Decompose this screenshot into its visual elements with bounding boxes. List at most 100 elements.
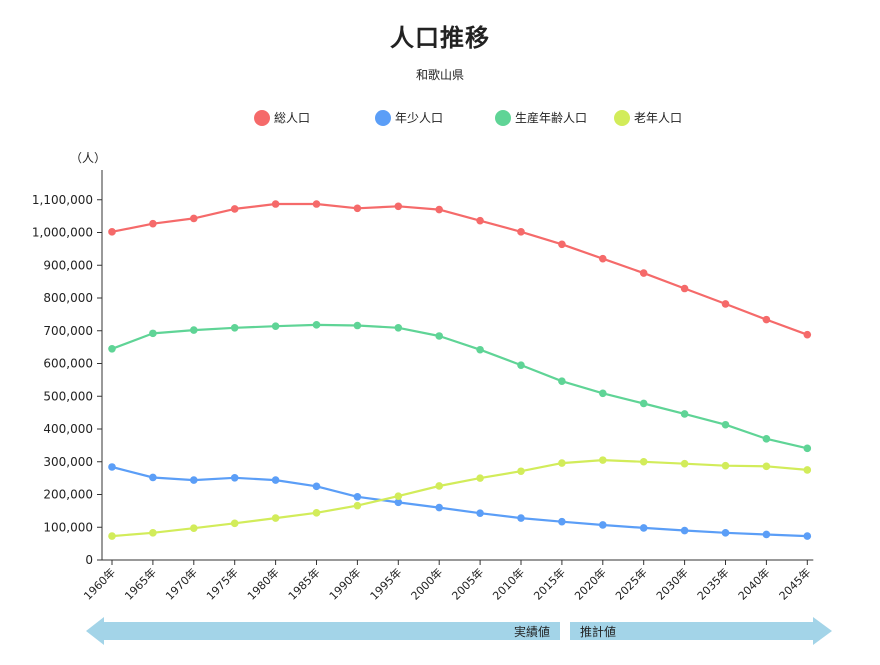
x-tick-label: 2000年 — [408, 565, 445, 602]
y-tick-label: 200,000 — [43, 488, 93, 502]
data-point — [394, 324, 403, 332]
actual-period-arrow — [86, 617, 560, 645]
legend-marker — [375, 110, 391, 126]
y-tick-label: 800,000 — [43, 291, 93, 305]
data-point — [680, 526, 689, 535]
data-point — [353, 204, 362, 213]
projected-period-label: 推計値 — [580, 624, 616, 639]
data-point — [517, 361, 525, 369]
data-point — [599, 389, 607, 398]
x-tick-label: 1975年 — [203, 565, 240, 602]
y-tick-label: 900,000 — [43, 258, 93, 272]
data-point — [680, 284, 689, 293]
data-point — [476, 509, 484, 517]
data-point — [680, 410, 689, 418]
y-tick-label: 100,000 — [43, 520, 93, 534]
data-point — [108, 463, 116, 471]
data-point — [517, 228, 525, 236]
data-point — [108, 228, 116, 236]
data-point — [721, 420, 730, 429]
data-point — [680, 459, 689, 468]
data-point — [230, 205, 239, 213]
data-point — [271, 200, 280, 208]
y-tick-label: 600,000 — [43, 357, 93, 371]
data-point — [721, 461, 730, 470]
data-point — [803, 330, 812, 339]
plot-area — [108, 200, 812, 540]
legend-label: 総人口 — [274, 111, 310, 125]
data-point — [312, 482, 321, 491]
x-tick-label: 1990年 — [326, 565, 363, 602]
data-point — [476, 216, 484, 225]
data-point — [803, 466, 812, 474]
legend-label: 年少人口 — [395, 111, 443, 125]
y-tick-label: 500,000 — [43, 389, 93, 403]
y-tick-label: 1,000,000 — [32, 226, 93, 240]
legend-label: 生産年齢人口 — [515, 110, 587, 125]
projected-period-arrow — [570, 617, 832, 645]
x-tick-label: 2030年 — [653, 565, 690, 602]
data-point — [312, 321, 321, 329]
data-point — [353, 492, 362, 501]
data-point — [149, 473, 157, 482]
legend-label: 老年人口 — [634, 111, 682, 125]
data-point — [394, 202, 403, 211]
data-point — [312, 509, 321, 517]
data-point — [312, 200, 321, 208]
data-point — [435, 205, 444, 214]
data-point — [476, 345, 484, 354]
x-tick-label: 1970年 — [162, 565, 199, 602]
x-tick-label: 2020年 — [571, 565, 608, 602]
data-point — [558, 377, 566, 385]
data-point — [639, 269, 648, 277]
legend-marker — [614, 110, 630, 126]
data-point — [639, 399, 648, 408]
data-point — [108, 532, 116, 540]
x-tick-label: 2010年 — [490, 565, 527, 602]
data-point — [149, 219, 157, 228]
chart-title: 人口推移 — [390, 24, 490, 52]
data-point — [762, 530, 771, 539]
data-point — [271, 476, 280, 484]
x-tick-label: 1980年 — [244, 565, 281, 602]
data-point — [190, 524, 198, 533]
data-point — [353, 501, 362, 510]
x-tick-label: 2015年 — [531, 565, 568, 602]
legend: 総人口 年少人口 生産年齢人口 老年人口 — [254, 110, 682, 126]
data-point — [803, 532, 812, 540]
data-point — [639, 457, 648, 466]
y-tick-label: 0 — [85, 553, 93, 567]
data-point — [230, 324, 239, 332]
data-point — [803, 444, 812, 453]
data-point — [190, 326, 198, 334]
data-point — [762, 315, 771, 324]
y-axis: 0 100,000 200,000 300,000 400,000 500,000 600,… — [32, 170, 103, 567]
data-point — [558, 240, 566, 249]
chart-subtitle: 和歌山県 — [415, 68, 464, 82]
data-point — [558, 459, 566, 467]
data-point — [394, 492, 403, 500]
data-point — [721, 529, 730, 537]
data-point — [762, 462, 771, 471]
data-point — [394, 498, 403, 507]
y-tick-label: 300,000 — [43, 455, 93, 469]
series-line — [111, 202, 808, 336]
data-point — [435, 482, 444, 490]
x-axis: 1960年 1965年 1970年 1975年 1980年 1985年 1990年 1995年… — [81, 559, 813, 603]
data-point — [599, 521, 607, 529]
legend-marker — [254, 110, 270, 126]
x-tick-label: 2035年 — [694, 565, 731, 602]
data-point — [271, 322, 280, 330]
data-point — [108, 344, 116, 353]
data-point — [271, 514, 280, 522]
data-point — [435, 503, 444, 512]
data-point — [517, 467, 525, 476]
data-point — [230, 473, 239, 482]
y-tick-label: 1,100,000 — [32, 193, 93, 207]
x-tick-label: 1985年 — [285, 565, 322, 602]
legend-marker — [495, 110, 511, 126]
series-line — [111, 323, 808, 450]
actual-period-label: 実績値 — [514, 624, 550, 639]
data-point — [353, 321, 362, 330]
